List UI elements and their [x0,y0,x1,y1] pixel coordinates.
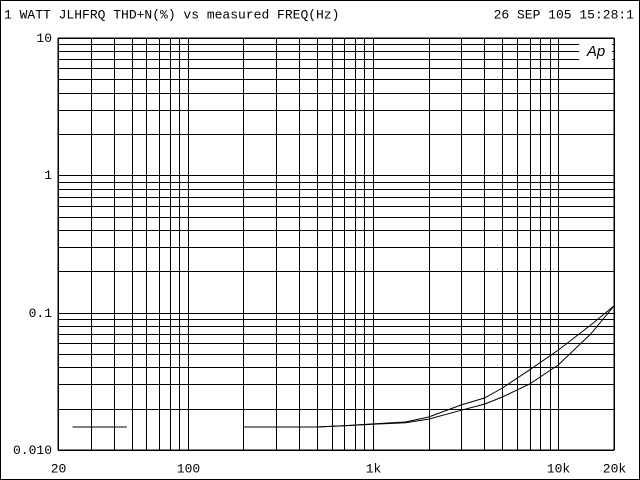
y-tick-label: 1 [44,168,52,183]
x-tick-label: 20k [603,461,627,476]
y-tick-label: 0.010 [13,443,52,458]
x-tick-label: 20 [51,461,67,476]
series-line [72,305,615,428]
logo: Ap [586,43,605,60]
x-tick-label: 1k [366,461,382,476]
chart-title: 1 WATT JLHFRQ THD+N(%) vs measured FREQ(… [4,7,339,22]
x-tick-label: 100 [177,461,200,476]
timestamp: 26 SEP 105 15:28:1 [494,7,635,22]
y-tick-label: 10 [36,31,52,46]
y-tick-label: 0.1 [29,306,53,321]
logo-box [579,40,612,62]
x-tick-label: 10k [547,461,571,476]
